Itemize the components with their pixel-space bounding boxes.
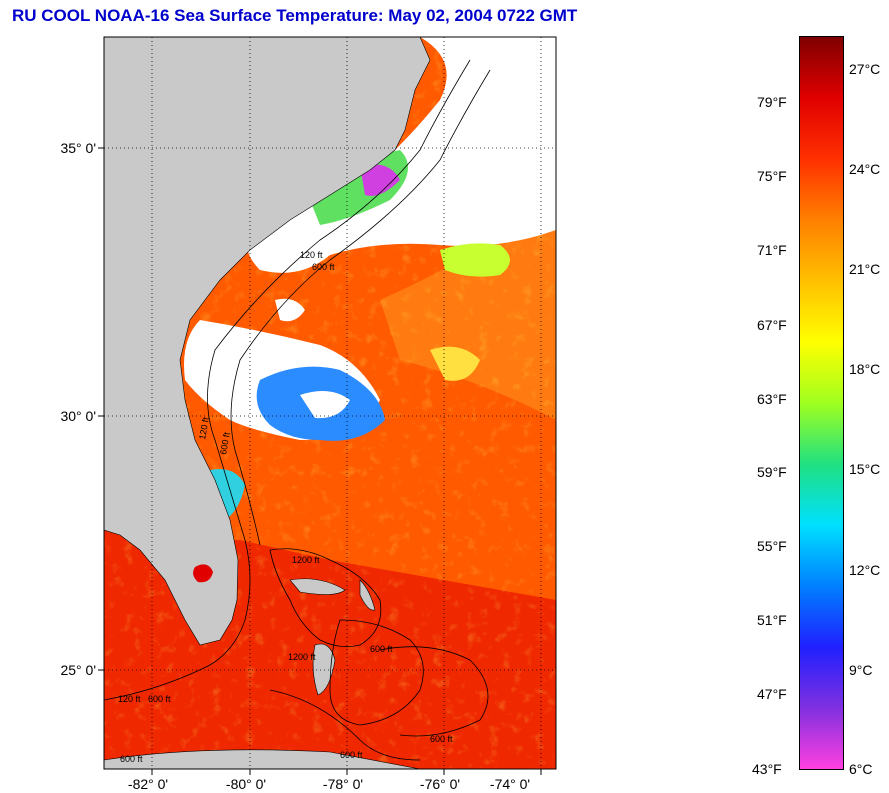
lon-tick-label: -78° 0' — [323, 776, 363, 792]
colorbar-label-c: 9°C — [849, 662, 873, 678]
graticule — [104, 37, 556, 769]
contour-label: 600 ft — [430, 734, 453, 744]
cloud-patch — [300, 391, 350, 419]
colorbar-label-c: 27°C — [849, 61, 881, 77]
colorbar-label-f: 59°F — [757, 464, 787, 480]
contour-label: 600 ft — [120, 754, 143, 764]
colorbar — [799, 36, 844, 770]
colorbar-label-f: 71°F — [757, 242, 787, 258]
lake-okeechobee — [193, 564, 213, 583]
colorbar-label-c: 6°C — [849, 761, 873, 777]
colorbar-label-c: 15°C — [849, 461, 881, 477]
colorbar-label-f: 79°F — [757, 94, 787, 110]
colorbar-label-f: 51°F — [757, 612, 787, 628]
contour-label: 600 ft — [340, 750, 363, 760]
map-frame — [103, 36, 557, 770]
colorbar-label-f: 55°F — [757, 538, 787, 554]
tick-marks — [98, 147, 542, 775]
lon-tick-label: -76° 0' — [420, 776, 460, 792]
colorbar-label-c: 18°C — [849, 361, 881, 377]
land-abaco — [359, 579, 376, 611]
contour-label: 1200 ft — [288, 652, 316, 662]
contour-label: 120 ft — [118, 694, 141, 704]
lon-tick-label: -80° 0' — [226, 776, 266, 792]
land-andros — [312, 643, 336, 696]
cloud-patch — [275, 298, 305, 322]
bathymetry-contours — [104, 59, 491, 761]
contour-label: 600 ft — [312, 262, 335, 272]
colorbar-label-f: 67°F — [757, 317, 787, 333]
contour-label: 600 ft — [370, 644, 393, 654]
land-cuba — [104, 749, 421, 769]
contour-label: 120 ft — [197, 416, 211, 440]
lat-tick-label: 30° 0' — [60, 408, 96, 424]
lat-tick-label: 35° 0' — [60, 140, 96, 156]
lon-tick-label: -82° 0' — [128, 776, 168, 792]
colorbar-label-f: 47°F — [757, 686, 787, 702]
lat-tick-label: 25° 0' — [60, 662, 96, 678]
warm-yellow-patch — [440, 243, 510, 277]
land-grand-bahama — [289, 578, 346, 595]
colorbar-label-f: 43°F — [752, 761, 782, 777]
cold-patch-north — [360, 164, 400, 196]
warm-yellow-patch — [430, 346, 480, 381]
contour-label: 600 ft — [148, 694, 171, 704]
contour-label: 1200 ft — [292, 555, 320, 565]
contour-label: 120 ft — [300, 250, 323, 260]
contour-label: 600 ft — [218, 431, 232, 455]
colorbar-label-f: 75°F — [757, 168, 787, 184]
lon-tick-label: -74° 0' — [490, 776, 530, 792]
colorbar-label-c: 24°C — [849, 161, 881, 177]
colorbar-label-c: 12°C — [849, 562, 881, 578]
land-southeast-us — [104, 37, 431, 646]
colorbar-label-c: 21°C — [849, 261, 881, 277]
colorbar-gradient — [800, 37, 843, 769]
map-title: RU COOL NOAA-16 Sea Surface Temperature:… — [12, 6, 578, 25]
colorbar-label-f: 63°F — [757, 391, 787, 407]
